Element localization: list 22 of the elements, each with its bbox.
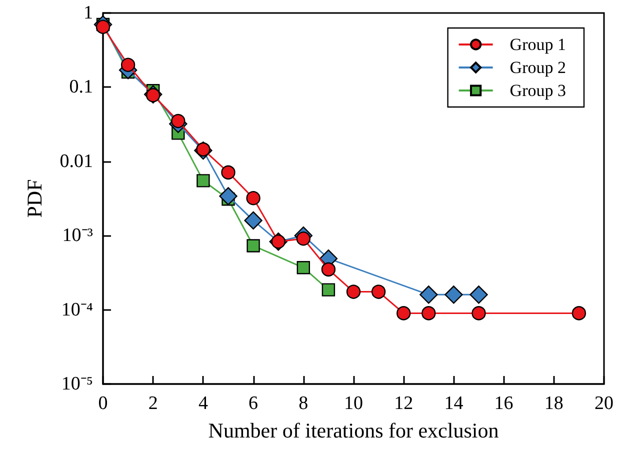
legend-label: Group 2 <box>510 58 566 77</box>
x-tick-label: 18 <box>544 393 564 414</box>
x-tick-label: 12 <box>394 393 414 414</box>
y-tick-label: 10⁻⁵ <box>61 374 93 394</box>
x-tick-label: 4 <box>198 393 208 414</box>
legend-label: Group 1 <box>510 35 566 54</box>
x-tick-label: 6 <box>248 393 258 414</box>
legend-label: Group 3 <box>510 81 566 100</box>
x-tick-label: 2 <box>148 393 158 414</box>
y-tick-label: 10⁻⁴ <box>61 299 94 320</box>
x-tick-label: 20 <box>594 393 614 414</box>
y-tick-label: 0.01 <box>60 150 93 172</box>
y-axis-title: PDF <box>22 179 46 218</box>
y-tick-label: 1 <box>84 2 93 24</box>
x-tick-label: 0 <box>98 393 108 414</box>
x-tick-label: 8 <box>298 393 308 414</box>
y-tick-label: 10⁻³ <box>62 225 94 246</box>
x-tick-label: 14 <box>444 393 464 414</box>
x-axis-title: Number of iterations for exclusion <box>208 418 500 442</box>
y-tick-label: 0.1 <box>69 76 93 98</box>
x-tick-label: 10 <box>344 393 363 414</box>
x-tick-label: 16 <box>494 393 514 414</box>
